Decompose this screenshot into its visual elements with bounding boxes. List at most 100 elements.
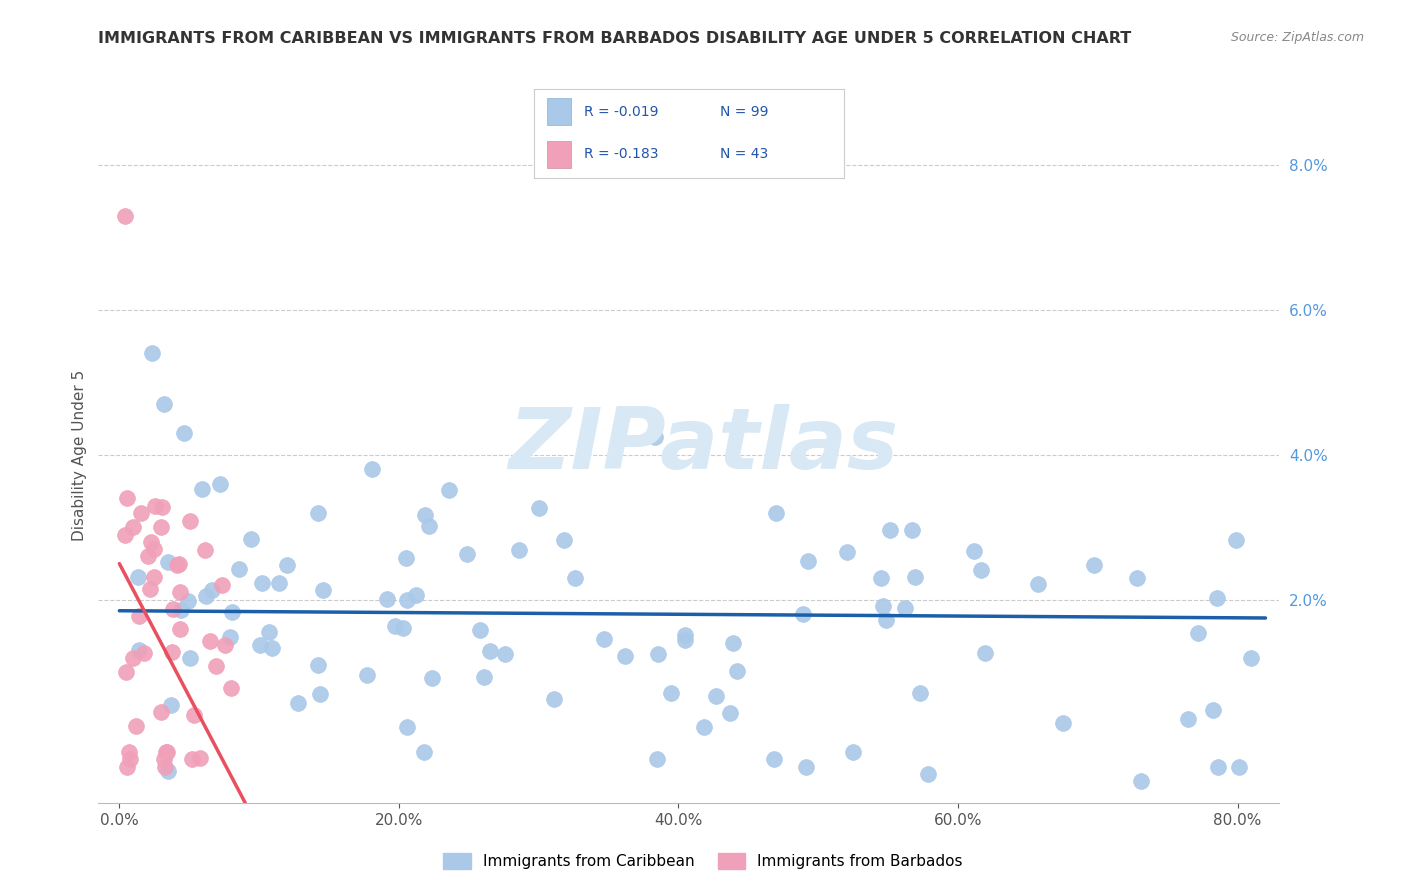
Point <box>794 759 817 773</box>
Point <box>647 648 669 662</box>
Text: IMMIGRANTS FROM CARIBBEAN VS IMMIGRANTS FROM BARBADOS DISABILITY AGE UNDER 5 COR: IMMIGRANTS FROM CARIBBEAN VS IMMIGRANTS … <box>98 31 1132 46</box>
Point <box>169 585 191 599</box>
Point <box>162 601 184 615</box>
Point <box>842 745 865 759</box>
Point <box>974 646 997 660</box>
Point <box>673 633 696 648</box>
Point <box>307 658 329 673</box>
Point <box>139 582 162 596</box>
Point <box>693 720 716 734</box>
Point <box>249 638 271 652</box>
Point <box>413 508 436 522</box>
Point <box>1129 774 1152 789</box>
Point <box>166 558 188 572</box>
Point <box>725 665 748 679</box>
Point <box>143 542 166 557</box>
Point <box>1202 703 1225 717</box>
Point <box>875 614 897 628</box>
Point <box>160 698 183 712</box>
Point <box>1240 651 1263 665</box>
Point <box>114 209 136 223</box>
Point <box>208 476 231 491</box>
Point <box>267 576 290 591</box>
Point <box>894 600 917 615</box>
Point <box>872 599 894 613</box>
Point <box>128 643 150 657</box>
Point <box>177 594 200 608</box>
Point <box>127 570 149 584</box>
Text: Source: ZipAtlas.com: Source: ZipAtlas.com <box>1230 31 1364 45</box>
Point <box>673 628 696 642</box>
Point <box>153 752 176 766</box>
Point <box>1052 716 1074 731</box>
Point <box>180 752 202 766</box>
Text: N = 43: N = 43 <box>720 147 768 161</box>
Legend: Immigrants from Caribbean, Immigrants from Barbados: Immigrants from Caribbean, Immigrants fr… <box>437 847 969 875</box>
Text: N = 99: N = 99 <box>720 104 768 119</box>
Point <box>963 543 986 558</box>
Point <box>456 547 478 561</box>
Point <box>198 633 221 648</box>
Point <box>1225 533 1247 547</box>
Point <box>276 558 298 572</box>
Point <box>917 766 939 781</box>
Point <box>183 707 205 722</box>
Point <box>219 681 242 696</box>
Point <box>1026 577 1049 591</box>
Point <box>115 759 138 773</box>
Text: R = -0.019: R = -0.019 <box>583 104 658 119</box>
Point <box>194 543 217 558</box>
Point <box>114 528 136 542</box>
Point <box>157 556 180 570</box>
Point <box>205 658 228 673</box>
Point <box>870 571 893 585</box>
Point <box>129 506 152 520</box>
Point <box>312 582 335 597</box>
Point <box>219 630 242 644</box>
Point <box>644 430 666 444</box>
Point <box>214 638 236 652</box>
Point <box>170 603 193 617</box>
Point <box>395 551 418 566</box>
Point <box>543 691 565 706</box>
Point <box>659 686 682 700</box>
Point <box>195 590 218 604</box>
Point <box>527 501 550 516</box>
Point <box>257 624 280 639</box>
Point <box>413 745 436 759</box>
Point <box>879 524 901 538</box>
Point <box>765 507 787 521</box>
Point <box>155 745 177 759</box>
Point <box>405 588 427 602</box>
Point <box>420 671 443 685</box>
Text: ZIPatlas: ZIPatlas <box>508 404 898 488</box>
Point <box>250 576 273 591</box>
Point <box>908 686 931 700</box>
Point <box>468 623 491 637</box>
Y-axis label: Disability Age Under 5: Disability Age Under 5 <box>72 369 87 541</box>
Point <box>160 645 183 659</box>
Point <box>418 519 440 533</box>
Point <box>508 542 530 557</box>
Point <box>287 697 309 711</box>
Point <box>494 648 516 662</box>
Point <box>1126 571 1149 585</box>
Point <box>1206 759 1229 773</box>
Point <box>553 533 575 548</box>
Point <box>155 759 177 773</box>
Point <box>356 668 378 682</box>
Point <box>138 549 160 564</box>
Point <box>118 745 141 759</box>
Point <box>142 570 165 584</box>
Point <box>901 523 924 537</box>
Point <box>141 346 163 360</box>
Point <box>169 623 191 637</box>
Point <box>179 651 201 665</box>
Point <box>179 514 201 528</box>
Point <box>309 687 332 701</box>
Point <box>645 752 668 766</box>
Point <box>115 491 138 506</box>
Point <box>150 705 173 719</box>
Point <box>361 462 384 476</box>
Text: R = -0.183: R = -0.183 <box>583 147 658 161</box>
